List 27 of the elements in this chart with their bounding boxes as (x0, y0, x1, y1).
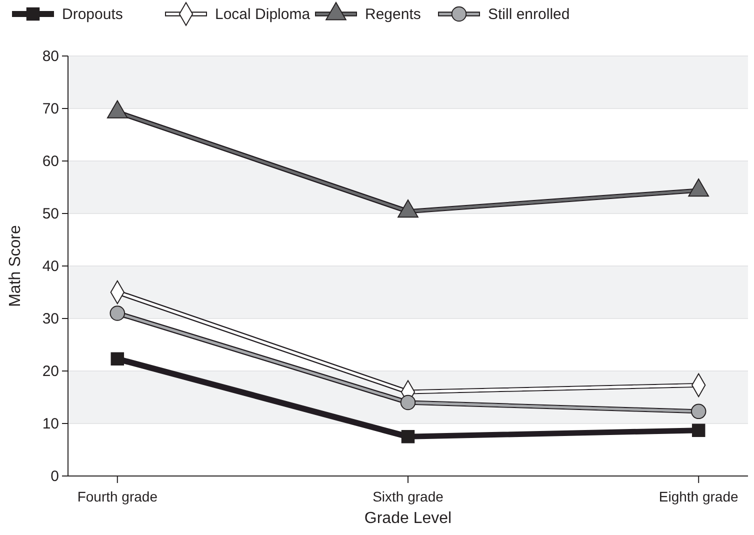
x-tick-label: Eighth grade (658, 488, 738, 504)
point (106, 100, 128, 118)
y-axis-title: Math Score (7, 224, 24, 307)
x-tick-label: Sixth grade (372, 488, 444, 504)
y-tick-label: 20 (42, 362, 59, 380)
point (688, 178, 710, 197)
y-tick-label: 0 (50, 468, 59, 485)
x-axis-title: Grade Level (364, 510, 452, 527)
y-tick-label: 30 (42, 310, 59, 328)
legend-label: Regents (365, 6, 421, 23)
y-tick-label: 50 (42, 205, 59, 222)
point (110, 306, 126, 321)
y-tick-label: 80 (42, 48, 59, 65)
y-tick-label: 10 (42, 415, 59, 432)
legend-label: Local Diploma (215, 6, 311, 23)
legend-label: Still enrolled (488, 6, 570, 23)
point (110, 352, 124, 366)
point (398, 199, 418, 218)
point (401, 430, 415, 444)
y-tick-label: 70 (42, 100, 59, 118)
point (400, 394, 416, 410)
y-tick-label: 40 (42, 258, 59, 275)
point (690, 404, 706, 420)
legend-label: Dropouts (62, 6, 123, 23)
point (692, 424, 706, 437)
x-tick-label: Fourth grade (77, 488, 158, 504)
y-tick-label: 60 (42, 152, 59, 170)
